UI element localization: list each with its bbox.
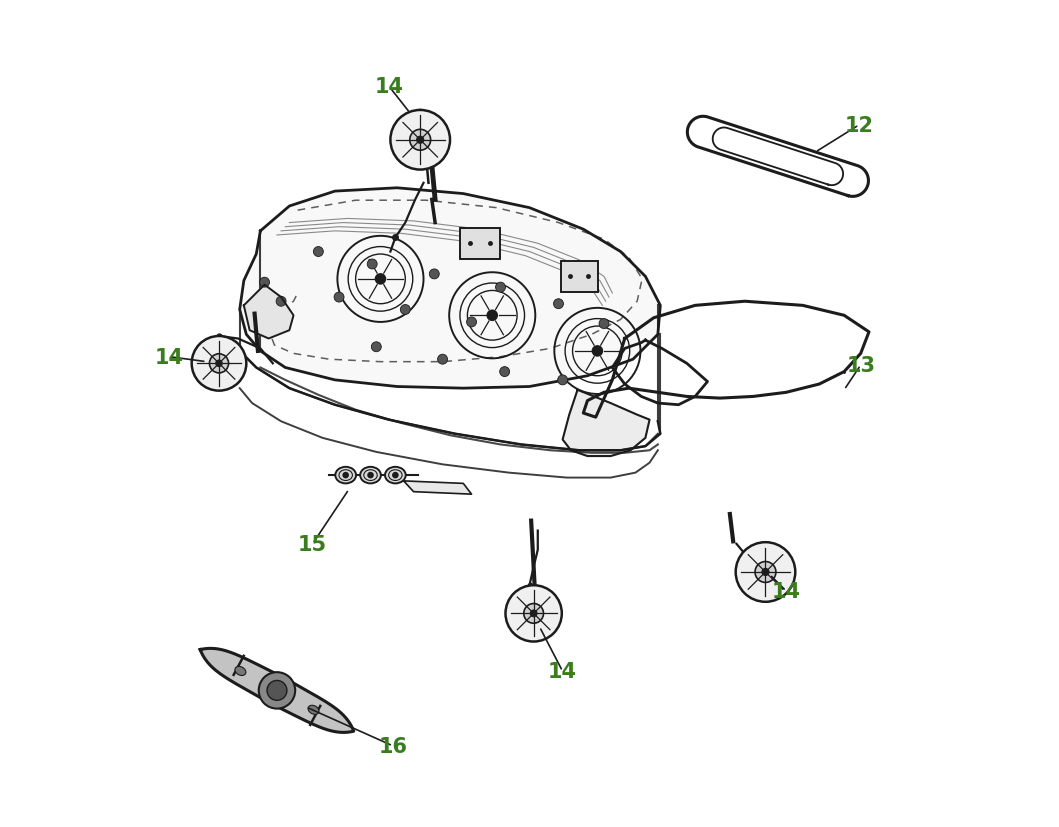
- Ellipse shape: [360, 467, 381, 484]
- Circle shape: [372, 342, 381, 352]
- Circle shape: [259, 278, 269, 288]
- Text: 13: 13: [846, 356, 875, 375]
- Circle shape: [391, 111, 450, 170]
- Text: 14: 14: [772, 581, 801, 601]
- Polygon shape: [562, 390, 649, 457]
- Ellipse shape: [235, 667, 246, 676]
- Text: 15: 15: [298, 534, 327, 554]
- Circle shape: [267, 681, 287, 700]
- Circle shape: [276, 297, 286, 307]
- Ellipse shape: [336, 467, 356, 484]
- Circle shape: [334, 293, 344, 303]
- Circle shape: [210, 354, 229, 374]
- Circle shape: [500, 367, 509, 377]
- Circle shape: [505, 586, 561, 642]
- Polygon shape: [244, 285, 293, 339]
- Polygon shape: [200, 648, 354, 733]
- Circle shape: [554, 299, 563, 309]
- Circle shape: [592, 346, 604, 357]
- Text: 16: 16: [378, 736, 408, 756]
- Circle shape: [192, 337, 247, 391]
- Circle shape: [599, 319, 609, 329]
- Circle shape: [496, 283, 505, 293]
- Text: 14: 14: [155, 347, 184, 367]
- Text: 12: 12: [844, 116, 874, 136]
- Circle shape: [258, 672, 295, 709]
- Circle shape: [486, 310, 498, 322]
- FancyBboxPatch shape: [560, 261, 598, 293]
- Circle shape: [761, 569, 769, 576]
- Text: 14: 14: [374, 77, 403, 97]
- FancyBboxPatch shape: [460, 228, 500, 260]
- Circle shape: [392, 472, 398, 479]
- Circle shape: [524, 604, 543, 624]
- Polygon shape: [239, 189, 661, 389]
- Circle shape: [755, 562, 776, 583]
- Circle shape: [467, 318, 477, 327]
- Circle shape: [375, 274, 387, 285]
- Circle shape: [400, 305, 410, 315]
- Circle shape: [342, 472, 349, 479]
- Circle shape: [216, 361, 222, 367]
- Text: 14: 14: [549, 662, 577, 681]
- Ellipse shape: [308, 705, 319, 715]
- Circle shape: [410, 130, 431, 151]
- Circle shape: [416, 137, 424, 144]
- Circle shape: [429, 270, 439, 280]
- Circle shape: [367, 472, 374, 479]
- Circle shape: [531, 610, 537, 617]
- Circle shape: [313, 247, 323, 257]
- Polygon shape: [403, 481, 471, 495]
- Circle shape: [437, 355, 448, 365]
- Circle shape: [558, 375, 568, 385]
- Circle shape: [367, 260, 377, 270]
- Circle shape: [736, 543, 795, 602]
- Ellipse shape: [385, 467, 406, 484]
